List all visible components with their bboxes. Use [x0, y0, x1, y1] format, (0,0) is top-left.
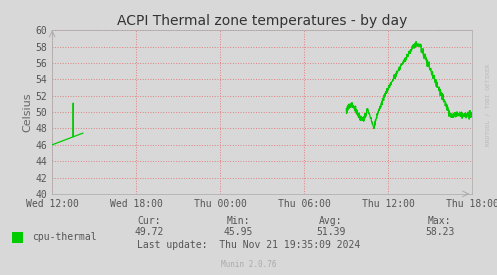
- Y-axis label: Celsius: Celsius: [23, 92, 33, 132]
- Text: 49.72: 49.72: [134, 227, 164, 237]
- Text: Cur:: Cur:: [137, 216, 161, 226]
- Text: Min:: Min:: [227, 216, 250, 226]
- Text: RRDTOOL / TOBI OETIKER: RRDTOOL / TOBI OETIKER: [486, 63, 491, 146]
- Text: Munin 2.0.76: Munin 2.0.76: [221, 260, 276, 269]
- Text: Avg:: Avg:: [319, 216, 342, 226]
- Text: Max:: Max:: [428, 216, 452, 226]
- Text: 51.39: 51.39: [316, 227, 345, 237]
- Text: 58.23: 58.23: [425, 227, 455, 237]
- Text: Last update:  Thu Nov 21 19:35:09 2024: Last update: Thu Nov 21 19:35:09 2024: [137, 240, 360, 250]
- Title: ACPI Thermal zone temperatures - by day: ACPI Thermal zone temperatures - by day: [117, 14, 408, 28]
- Text: cpu-thermal: cpu-thermal: [32, 232, 97, 242]
- Text: 45.95: 45.95: [224, 227, 253, 237]
